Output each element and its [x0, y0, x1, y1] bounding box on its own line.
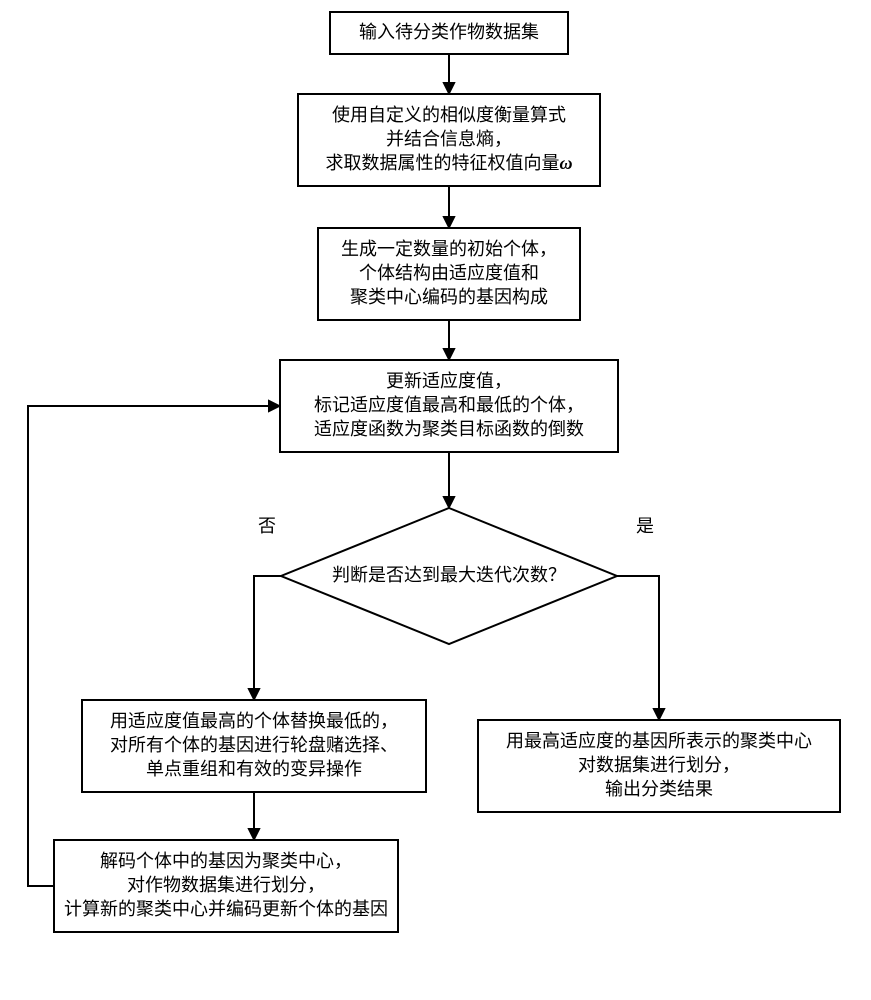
- node-n7: 解码个体中的基因为聚类中心， 对作物数据集进行划分， 计算新的聚类中心并编码更新个体…: [54, 840, 398, 932]
- n4-line-0: 更新适应度值，: [386, 371, 512, 391]
- node-n2: 使用自定义的相似度衡量算式并结合信息熵， 求取数据属性的特征权值向量ω: [298, 94, 600, 186]
- node-n8: 用最高适应度的基因所表示的聚类中心对数据集进行划分， 输出分类结果: [478, 720, 840, 812]
- n8-line-1: 对数据集进行划分，: [578, 755, 740, 775]
- n8-line-2: 输出分类结果: [605, 779, 713, 799]
- n6-line-0: 用适应度值最高的个体替换最低的，: [110, 711, 398, 731]
- n3-line-1: 个体结构由适应度值和: [359, 263, 539, 283]
- n7-line-0: 解码个体中的基因为聚类中心，: [100, 851, 352, 871]
- node-n4: 更新适应度值， 标记适应度值最高和最低的个体， 适应度函数为聚类目标函数的倒数: [280, 360, 618, 452]
- n4-line-2: 适应度函数为聚类目标函数的倒数: [314, 419, 584, 439]
- n6-line-2: 单点重组和有效的变异操作: [146, 759, 362, 779]
- n2-line-1: 并结合信息熵，: [386, 129, 512, 149]
- node-n1: 输入待分类作物数据集: [330, 12, 568, 54]
- n3-line-0: 生成一定数量的初始个体，: [341, 239, 557, 259]
- edge-5: [617, 576, 659, 720]
- node-n6: 用适应度值最高的个体替换最低的， 对所有个体的基因进行轮盘赌选择、单点重组和有效的…: [82, 700, 426, 792]
- n1-line-0: 输入待分类作物数据集: [359, 22, 539, 42]
- node-n3: 生成一定数量的初始个体， 个体结构由适应度值和聚类中心编码的基因构成: [318, 228, 580, 320]
- node-n5: 判断是否达到最大迭代次数？: [281, 508, 617, 644]
- n3-line-2: 聚类中心编码的基因构成: [350, 287, 548, 307]
- n7-line-2: 计算新的聚类中心并编码更新个体的基因: [64, 899, 388, 919]
- edge-7: [28, 406, 280, 886]
- edge-4: [254, 576, 281, 700]
- branch-label-no: 否: [258, 516, 276, 536]
- n4-line-1: 标记适应度值最高和最低的个体，: [314, 395, 584, 415]
- branch-label-yes: 是: [636, 516, 654, 536]
- n8-line-0: 用最高适应度的基因所表示的聚类中心: [506, 731, 812, 751]
- n2-line-2: 求取数据属性的特征权值向量ω: [325, 153, 572, 173]
- n6-line-1: 对所有个体的基因进行轮盘赌选择、: [110, 735, 398, 755]
- n2-line-0: 使用自定义的相似度衡量算式: [332, 105, 566, 125]
- n7-line-1: 对作物数据集进行划分，: [127, 875, 325, 895]
- n5-line-0: 判断是否达到最大迭代次数？: [332, 565, 566, 585]
